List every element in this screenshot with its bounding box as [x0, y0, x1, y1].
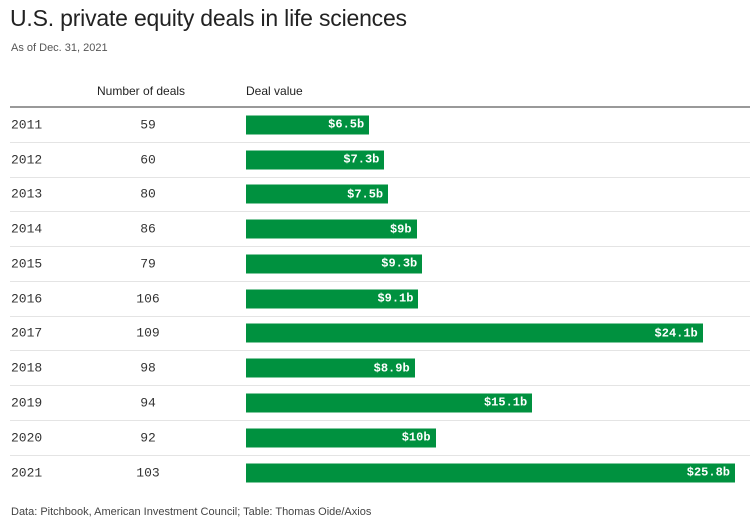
year-cell: 2021 [11, 465, 43, 481]
chart-title: U.S. private equity deals in life scienc… [10, 5, 407, 31]
deal-value-bar: $8.9b [246, 358, 415, 378]
table-row: 2018 98 $8.9b [10, 351, 750, 386]
deal-count-cell: 59 [140, 117, 156, 133]
deal-value-label: $25.8b [686, 465, 730, 480]
deal-count-cell: 98 [140, 360, 156, 376]
deal-value-bar: $7.5b [246, 184, 389, 204]
deal-value-label: $15.1b [483, 395, 528, 410]
year-cell: 2014 [11, 221, 43, 237]
table-row: 2011 59 $6.5b [10, 108, 750, 143]
deal-value-label: $7.5b [347, 187, 384, 202]
table-row: 2012 60 $7.3b [10, 143, 750, 178]
year-cell: 2018 [11, 360, 43, 376]
table-body: 2011 59 $6.5b 2012 60 $7.3b 2013 80 $7.5b 2014 86 $… [10, 108, 750, 490]
deal-count-cell: 60 [140, 152, 156, 168]
table-row: 2019 94 $15.1b [10, 386, 750, 421]
deal-count-cell: 80 [140, 186, 156, 202]
table-row: 2014 86 $9b [10, 212, 750, 247]
year-cell: 2020 [11, 430, 43, 446]
deal-value-bar: $10b [246, 428, 436, 448]
deal-value-bar: $9.3b [246, 254, 423, 274]
year-cell: 2012 [11, 152, 43, 168]
deal-value-bar: $24.1b [246, 323, 703, 343]
column-header-deal-count: Number of deals [97, 84, 186, 98]
year-cell: 2011 [11, 117, 43, 133]
deal-count-cell: 94 [140, 395, 156, 411]
deal-count-cell: 106 [136, 291, 160, 307]
chart-subtitle: As of Dec. 31, 2021 [11, 42, 108, 54]
deal-value-bar: $6.5b [246, 115, 370, 135]
table-row: 2021 103 $25.8b [10, 456, 750, 491]
table-row: 2020 92 $10b [10, 421, 750, 456]
deal-count-cell: 92 [140, 430, 156, 446]
year-cell: 2016 [11, 291, 43, 307]
deal-value-label: $6.5b [328, 117, 365, 132]
deal-count-cell: 103 [136, 465, 160, 481]
deal-value-label: $7.3b [343, 152, 380, 167]
deal-value-label: $8.9b [373, 361, 410, 376]
deal-count-cell: 109 [136, 325, 160, 341]
year-cell: 2013 [11, 186, 43, 202]
year-cell: 2019 [11, 395, 43, 411]
year-cell: 2017 [11, 325, 43, 341]
deal-value-bar: $15.1b [246, 393, 533, 413]
deal-value-bar: $7.3b [246, 150, 385, 170]
table-row: 2015 79 $9.3b [10, 247, 750, 282]
deal-value-bar: $9b [246, 219, 417, 239]
deal-value-label: $9.1b [377, 291, 414, 306]
deal-value-label: $10b [401, 430, 431, 445]
deal-value-label: $9.3b [381, 256, 418, 271]
deal-value-label: $24.1b [654, 326, 698, 341]
source-note: Data: Pitchbook, American Investment Cou… [11, 506, 372, 518]
deal-value-label: $9b [389, 222, 412, 237]
column-header-deal-value: Deal value [246, 84, 303, 98]
header-divider [10, 106, 750, 108]
deal-count-cell: 79 [140, 256, 156, 272]
table-row: 2017 109 $24.1b [10, 317, 750, 352]
deal-value-bar: $9.1b [246, 289, 419, 309]
deal-count-cell: 86 [140, 221, 156, 237]
table-row: 2013 80 $7.5b [10, 178, 750, 213]
deal-value-bar: $25.8b [246, 463, 735, 483]
year-cell: 2015 [11, 256, 43, 272]
table-row: 2016 106 $9.1b [10, 282, 750, 317]
